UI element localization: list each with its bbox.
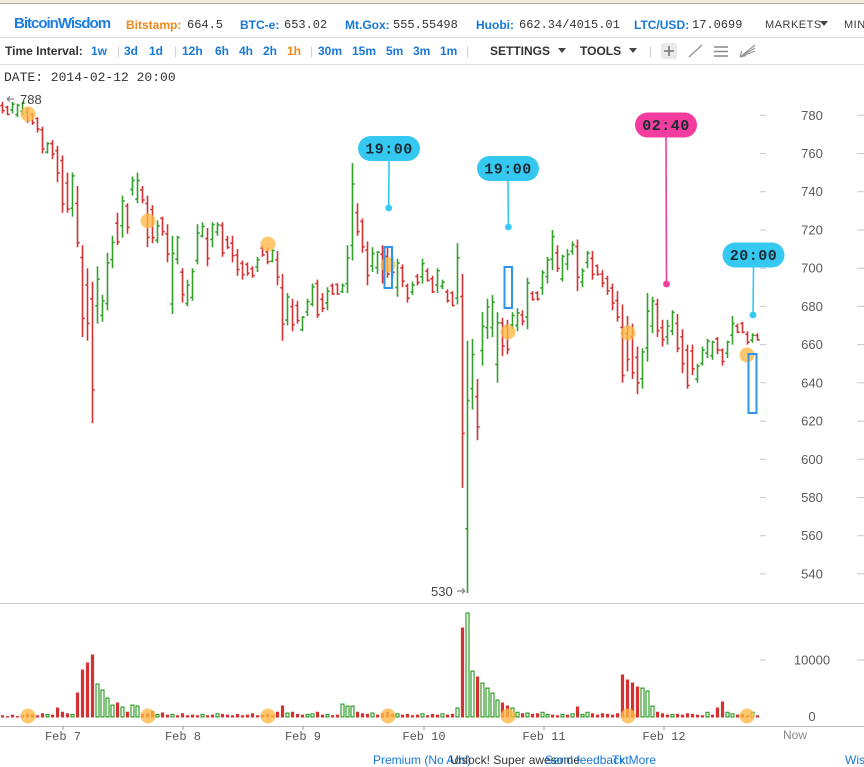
svg-text:Feb 8: Feb 8 — [165, 730, 201, 744]
svg-text:Feb 11: Feb 11 — [522, 730, 565, 744]
svg-text:760: 760 — [801, 146, 823, 161]
svg-text:620: 620 — [801, 414, 823, 429]
svg-text:19:00: 19:00 — [365, 142, 413, 159]
svg-text:580: 580 — [801, 490, 823, 505]
svg-text:600: 600 — [801, 452, 823, 467]
svg-text:660: 660 — [801, 337, 823, 352]
svg-text:560: 560 — [801, 528, 823, 543]
svg-text:680: 680 — [801, 299, 823, 314]
svg-text:Now: Now — [783, 728, 807, 742]
svg-text:10000: 10000 — [794, 653, 830, 668]
svg-text:20:00: 20:00 — [730, 248, 778, 265]
svg-text:700: 700 — [801, 261, 823, 276]
svg-text:DATE: 2014-02-12 20:00: DATE: 2014-02-12 20:00 — [4, 70, 176, 85]
svg-text:780: 780 — [801, 108, 823, 123]
svg-text:788: 788 — [20, 92, 42, 107]
svg-text:Feb 12: Feb 12 — [642, 730, 685, 744]
svg-text:19:00: 19:00 — [484, 162, 532, 179]
svg-text:Feb 10: Feb 10 — [402, 730, 445, 744]
svg-text:02:40: 02:40 — [642, 118, 690, 135]
svg-text:540: 540 — [801, 566, 823, 581]
svg-text:0: 0 — [808, 709, 815, 724]
svg-text:Feb 7: Feb 7 — [45, 730, 81, 744]
svg-text:740: 740 — [801, 184, 823, 199]
svg-text:720: 720 — [801, 223, 823, 238]
svg-text:640: 640 — [801, 375, 823, 390]
svg-text:530: 530 — [431, 584, 453, 599]
svg-text:Feb 9: Feb 9 — [285, 730, 321, 744]
